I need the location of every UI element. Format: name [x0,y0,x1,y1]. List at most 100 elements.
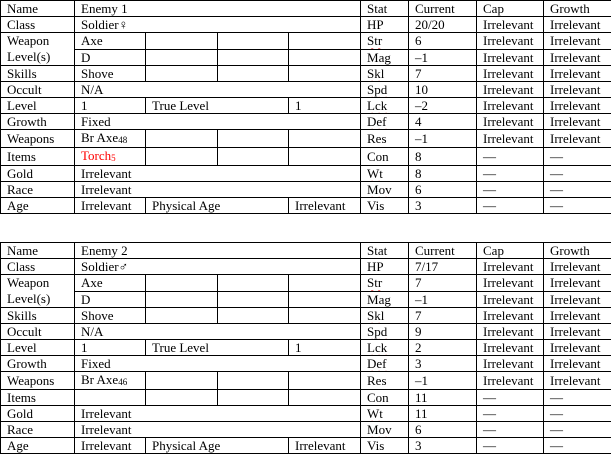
stat-name-text: Mov [367,422,392,437]
stat-cap: Irrelevant [476,307,545,324]
stat-current-text: 8 [415,149,422,164]
stat-growth: Irrelevant [543,113,611,130]
weapon-level-value-text: Axe [81,275,103,291]
gold-value-text: Irrelevant [81,406,132,421]
empty-cell [145,371,218,390]
stat-cap: — [476,405,545,422]
stat-current-text: –1 [415,373,429,388]
age-value: Irrelevant [74,437,146,454]
table-row: Weapons Br Axe46 Res –1 Irrelevant Irrelevant [0,371,611,390]
age-label: Age [0,437,75,454]
stat-growth-text: Irrelevant [550,131,601,146]
stat-current: 6 [408,421,478,438]
empty-cell [145,147,218,166]
stat-growth: Irrelevant [543,48,611,66]
table-row: Occult N/A Spd 10 Irrelevant Irrelevant [0,81,611,98]
empty-cell [217,307,289,324]
occult-label-text: Occult [7,324,42,339]
stat-current-text: 11 [415,390,428,405]
stat-current-text: 11 [415,406,428,421]
race-label-text: Race [7,422,33,437]
empty-cell [145,274,218,292]
name-label: Name [0,242,75,259]
race-value: Irrelevant [73,421,362,438]
growth-value-text: Fixed [81,356,111,371]
occult-value-text: N/A [81,82,104,97]
stat-current: 3 [408,437,478,454]
stat-cap: Irrelevant [476,81,545,98]
empty-cell [287,371,362,390]
stat-name: Con [360,389,410,406]
stat-name: Mag [360,290,410,308]
stat-cap-text: Irrelevant [483,373,534,388]
gold-value-text: Irrelevant [81,166,132,181]
race-value-text: Irrelevant [81,422,132,437]
name-label: Name [0,0,75,17]
stat-current-text: 3 [415,438,422,453]
table-row: Skills Shove Skl 7 Irrelevant Irrelevant [0,65,611,82]
name-value-text: Enemy 2 [81,243,128,258]
age-value-text: Irrelevant [81,198,132,213]
stat-cap-text: Irrelevant [483,49,534,65]
weapon-level-rank-text: D [81,49,91,65]
empty-cell [217,48,289,66]
true-level-label: True Level [145,97,289,114]
stat-name-text: Con [367,390,389,405]
occult-label-text: Occult [7,82,42,97]
race-value: Irrelevant [73,181,362,198]
skill-value-text: Shove [81,66,114,81]
stat-growth-text: — [550,198,564,213]
stat-cap: Irrelevant [476,65,545,82]
current-header: Current [408,242,478,259]
skill-value: Shove [74,307,146,324]
true-level-label-text: True Level [152,98,209,113]
stat-cap-text: — [483,149,497,164]
stat-current-text: 10 [415,82,429,97]
weapon-item-uses: 48 [118,135,128,145]
stat-cap: Irrelevant [476,129,545,148]
physical-age-label-text: Physical Age [152,438,221,453]
occult-value: N/A [73,323,362,340]
stat-growth: Irrelevant [543,81,611,98]
table-row: Age Irrelevant Physical Age Irrelevant Vis 3 —… [0,197,611,214]
physical-age-value-text: Irrelevant [295,438,346,453]
stat-cap: Irrelevant [476,339,545,356]
weapon-level-rank: D [74,290,146,308]
table-row: Name Enemy 1 Stat Current Cap Growth [0,0,611,17]
stat-cap-text: — [483,198,497,213]
stat-name: Skl [360,65,410,82]
physical-age-value: Irrelevant [287,437,362,454]
stat-current: 9 [408,323,478,340]
weapon-item-text: Br Axe [81,372,119,388]
stat-current: 3 [408,355,478,372]
stat-growth-text: Irrelevant [550,324,601,339]
weapon-item: Br Axe46 [74,371,146,390]
stat-cap: Irrelevant [476,355,545,372]
stat-current: 7 [408,274,478,292]
stat-current-text: 3 [415,356,422,371]
stat-growth: Irrelevant [543,65,611,82]
stat-name: Spd [360,323,410,340]
stat-name: Mag [360,48,410,66]
empty-cell [287,307,362,324]
weapon-item-uses: 46 [118,377,128,387]
stat-name-text: HP [367,259,384,274]
stat-current-text: 6 [415,422,422,437]
stat-growth: Irrelevant [543,16,611,33]
stat-name-text: Wt [367,166,383,181]
empty-cell [217,274,289,292]
table-row: Name Enemy 2 Stat Current Cap Growth [0,242,611,259]
growth-header-text: Growth [550,243,590,258]
empty-cell [287,32,362,50]
enemy-2-table: Name Enemy 2 Stat Current Cap Growth Class Sold… [0,242,611,454]
stat-growth: — [543,165,611,182]
stat-name-text: Mag [367,291,391,307]
table-row: D Mag –1 Irrelevant Irrelevant [1,290,611,308]
empty-cell [287,129,362,148]
stat-growth-text: Irrelevant [550,373,601,388]
race-value-text: Irrelevant [81,182,132,197]
stat-name: Def [360,113,410,130]
empty-cell [145,65,218,82]
item: Torch5 [74,147,146,166]
stat-name-text: Vis [367,438,385,453]
